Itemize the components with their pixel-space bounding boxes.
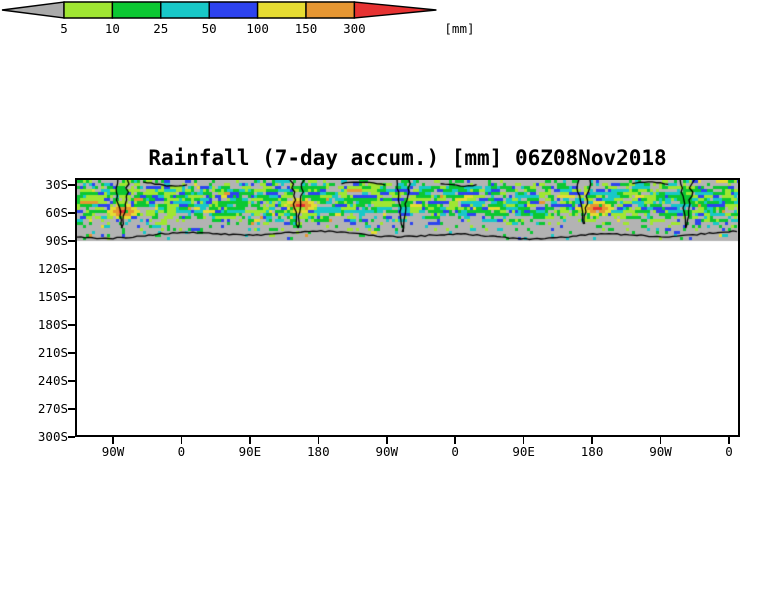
x-axis-tick-label: 180 bbox=[307, 444, 330, 459]
x-axis-tick-label: 90E bbox=[238, 444, 262, 459]
y-axis-tick-label: 150S bbox=[37, 289, 68, 304]
colorbar-bar bbox=[1, 1, 437, 19]
colorbar-tick-label: 300 bbox=[343, 21, 366, 36]
x-axis-tick bbox=[112, 437, 114, 444]
colorbar-segment bbox=[160, 1, 210, 19]
colorbar-segment bbox=[63, 1, 114, 19]
y-axis-tick bbox=[68, 268, 75, 270]
colorbar-segment bbox=[208, 1, 259, 19]
y-axis-tick-label: 90S bbox=[45, 233, 68, 248]
y-axis-tick-label: 210S bbox=[37, 345, 68, 360]
colorbar-segment bbox=[305, 1, 356, 19]
colorbar-segment bbox=[111, 1, 162, 19]
x-axis-tick-label: 90W bbox=[375, 444, 399, 459]
y-axis-tick bbox=[68, 296, 75, 298]
x-axis-tick-label: 0 bbox=[451, 444, 459, 459]
colorbar-segment bbox=[256, 1, 307, 19]
y-axis-tick bbox=[68, 212, 75, 214]
y-axis-tick bbox=[68, 380, 75, 382]
y-axis-tick-label: 300S bbox=[37, 429, 68, 444]
x-axis-tick-label: 180 bbox=[580, 444, 604, 459]
colorbar-tick-label: 5 bbox=[60, 21, 68, 36]
colorbar-segment bbox=[353, 1, 437, 19]
x-axis-tick bbox=[728, 437, 730, 444]
x-axis-tick-label: 90E bbox=[512, 444, 535, 459]
x-axis-tick bbox=[522, 437, 525, 444]
y-axis-tick-label: 240S bbox=[37, 373, 68, 388]
y-axis-tick-label: 270S bbox=[37, 401, 68, 416]
y-axis-tick bbox=[68, 324, 75, 326]
y-axis-tick-label: 30S bbox=[45, 177, 68, 192]
x-axis-tick-label: 0 bbox=[725, 444, 733, 459]
colorbar-tick-label: 100 bbox=[246, 21, 269, 36]
x-axis-tick bbox=[249, 437, 251, 444]
x-axis-tick bbox=[659, 437, 662, 444]
colorbar-segment bbox=[1, 1, 65, 19]
colorbar-tick-label: 25 bbox=[153, 21, 169, 36]
colorbar-unit-label: [mm] bbox=[444, 21, 475, 36]
y-axis-tick bbox=[68, 240, 75, 242]
chart-title: Rainfall (7-day accum.) [mm] 06Z08Nov201… bbox=[148, 146, 667, 170]
rainfall-field-canvas bbox=[77, 180, 738, 435]
colorbar: 5 10 25 50 100 150 300 [mm] bbox=[0, 0, 520, 38]
x-axis-tick bbox=[591, 437, 593, 444]
y-axis-tick bbox=[68, 352, 75, 354]
colorbar-tick-label: 50 bbox=[201, 21, 217, 36]
y-axis-tick-label: 180S bbox=[37, 317, 68, 332]
x-axis-tick-label: 0 bbox=[177, 444, 186, 459]
colorbar-tick-label: 10 bbox=[104, 21, 120, 36]
y-axis-tick bbox=[68, 184, 75, 186]
y-axis-tick-label: 60S bbox=[45, 205, 68, 220]
x-axis-tick-label: 90W bbox=[101, 444, 125, 459]
x-axis-tick bbox=[317, 437, 320, 444]
plot-area bbox=[75, 178, 740, 437]
colorbar-tick-label: 150 bbox=[294, 21, 318, 36]
y-axis-tick bbox=[68, 436, 75, 438]
y-axis-tick bbox=[68, 408, 75, 410]
x-axis-tick bbox=[180, 437, 183, 444]
x-axis-tick bbox=[386, 437, 388, 444]
x-axis-tick-label: 90W bbox=[649, 444, 672, 459]
y-axis-tick-label: 120S bbox=[37, 261, 68, 276]
x-axis-tick bbox=[454, 437, 456, 444]
